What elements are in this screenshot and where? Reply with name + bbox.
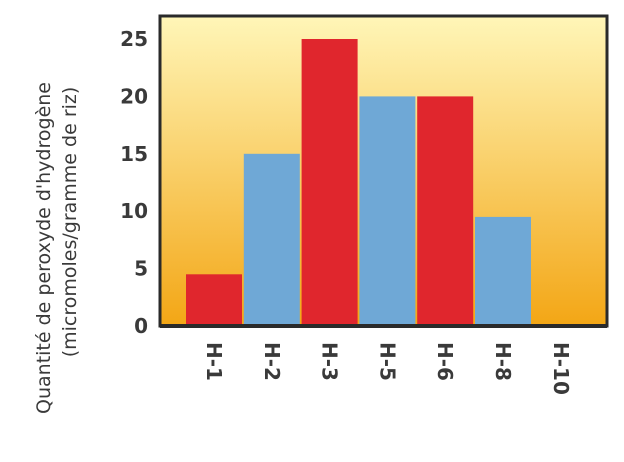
y-axis-label-line-1: Quantité de peroxyde d'hydrogène [33, 82, 55, 414]
bars [186, 39, 531, 327]
bar-h-2 [243, 153, 300, 326]
y-axis-label-line-2: (micromoles/gramme de riz) [59, 87, 81, 358]
y-axis-ticks: 0 5 10 15 20 25 [120, 27, 148, 338]
bar-h-6 [417, 96, 474, 327]
x-axis-ticks: H-1 H-2 H-3 H-5 H-6 H-8 H-10 [202, 342, 573, 395]
x-tick-label: H-10 [549, 342, 573, 395]
bar-h-5 [359, 96, 416, 327]
x-tick-label: H-8 [491, 342, 515, 381]
y-tick-label: 5 [134, 257, 148, 281]
y-tick-label: 15 [120, 142, 148, 166]
bar-h-1 [186, 274, 242, 326]
bar-h-3 [301, 39, 358, 326]
x-tick-label: H-5 [375, 342, 399, 381]
y-tick-label: 20 [120, 84, 148, 108]
y-tick-label: 10 [120, 199, 148, 223]
x-tick-label: H-3 [318, 342, 342, 381]
x-tick-label: H-1 [202, 342, 226, 381]
bar-h-8 [475, 216, 531, 326]
x-tick-label: H-6 [433, 342, 457, 381]
x-tick-label: H-2 [260, 342, 284, 381]
y-tick-label: 0 [134, 314, 148, 338]
y-tick-label: 25 [120, 27, 148, 51]
